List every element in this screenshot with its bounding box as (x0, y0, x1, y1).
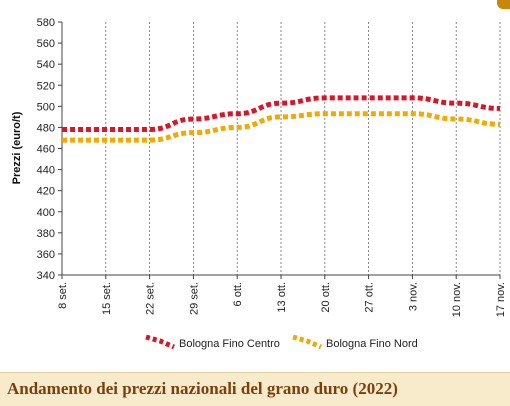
x-tick-label: 20 ott. (320, 282, 332, 313)
y-tick-label: 500 (37, 101, 55, 113)
y-tick-label: 420 (37, 186, 55, 198)
caption-banner: Andamento dei prezzi nazionali del grano… (0, 372, 510, 406)
legend-swatch (145, 334, 175, 350)
y-tick-label: 480 (37, 122, 55, 134)
y-tick-label: 460 (37, 144, 55, 156)
y-tick-label: 580 (37, 17, 55, 29)
x-tick-label: 17 nov. (495, 282, 507, 317)
y-tick-label: 560 (37, 38, 55, 50)
x-tick-label: 22 set. (145, 282, 157, 315)
x-tick-label: 10 nov. (451, 282, 463, 317)
series-line (62, 95, 501, 133)
y-tick-label: 380 (37, 228, 55, 240)
x-tick-label: 8 set. (57, 282, 69, 309)
x-tick-label: 3 nov. (407, 282, 419, 311)
vertical-gridlines (105, 22, 501, 275)
chart-title: Andamento dei prezzi nazionali del grano… (7, 379, 398, 398)
x-tick-labels: 8 set. 15 set. 22 set. 29 set. 6 ott. 13 ott.… (57, 282, 507, 317)
y-axis-title: Prezzi (euro/t) (11, 111, 23, 184)
y-tick-labels: 340 360 380 400 420 440 460 480 500 520 540 560 580 (37, 17, 55, 282)
x-tick-label: 15 set. (101, 282, 113, 315)
y-tick-label: 520 (37, 80, 55, 92)
corner-tab-decoration (497, 0, 510, 9)
legend-label: Bologna Fino Nord (326, 338, 418, 350)
line-chart: 340360380400420440460480500520540560580 … (11, 17, 507, 350)
x-tick-label: 27 ott. (364, 282, 376, 313)
y-tick-label: 440 (37, 165, 55, 177)
x-tick-label: 6 ott. (232, 282, 244, 306)
y-tick-label: 400 (37, 207, 55, 219)
legend: Bologna Fino Centro Bologna Fino Nord (145, 334, 418, 350)
legend-swatch (292, 334, 322, 350)
x-tick-label: 29 set. (188, 282, 200, 315)
x-tick-label: 13 ott. (276, 282, 288, 313)
y-tick-label: 340 (37, 270, 55, 282)
y-tick-label: 540 (37, 59, 55, 71)
legend-label: Bologna Fino Centro (179, 338, 280, 350)
series-lines (61, 95, 501, 143)
y-tick-label: 360 (37, 249, 55, 261)
axes (58, 21, 501, 279)
series-line (61, 111, 501, 143)
